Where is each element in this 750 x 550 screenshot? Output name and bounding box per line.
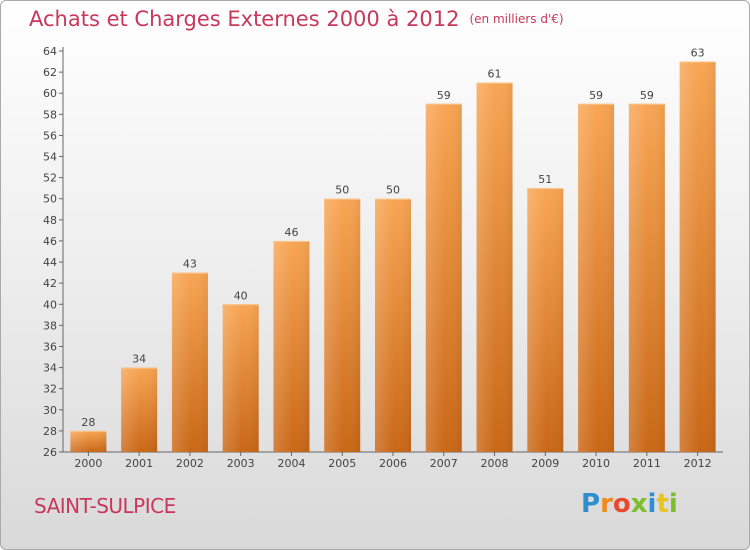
x-tick-label: 2001 xyxy=(125,457,153,470)
bar-shine xyxy=(70,430,107,452)
logo-letter: i xyxy=(668,489,678,519)
chart-title: Achats et Charges Externes 2000 à 2012 (e… xyxy=(29,7,564,31)
y-tick-label: 40 xyxy=(43,298,57,311)
bar-value-label: 63 xyxy=(691,47,705,60)
y-tick-label: 44 xyxy=(43,256,57,269)
place-name: SAINT-SULPICE xyxy=(34,494,176,518)
bar-value-label: 61 xyxy=(488,68,502,81)
bar-value-label: 50 xyxy=(335,184,349,197)
chart-subtitle: (en milliers d'€) xyxy=(469,12,564,26)
chart-title-text: Achats et Charges Externes 2000 à 2012 xyxy=(29,7,460,31)
bar-value-label: 50 xyxy=(386,184,400,197)
x-tick-label: 2007 xyxy=(430,457,458,470)
logo-letter: o xyxy=(612,489,631,519)
logo-letter: P xyxy=(581,489,601,519)
y-tick-label: 60 xyxy=(43,87,57,100)
y-tick-label: 28 xyxy=(43,425,57,438)
logo-letter: x xyxy=(630,489,648,519)
y-tick-label: 38 xyxy=(43,319,57,332)
bar-shine xyxy=(628,103,665,453)
bar-shine xyxy=(476,82,513,452)
bar-shine xyxy=(527,188,564,452)
y-tick-label: 46 xyxy=(43,235,57,248)
bar-value-label: 59 xyxy=(640,89,654,102)
y-tick-label: 42 xyxy=(43,277,57,290)
x-tick-label: 2012 xyxy=(684,457,712,470)
bar-value-label: 43 xyxy=(183,258,197,271)
bar-shine xyxy=(324,198,361,452)
bar-value-label: 28 xyxy=(81,416,95,429)
bar-shine xyxy=(679,61,716,452)
x-tick-label: 2000 xyxy=(74,457,102,470)
y-tick-label: 62 xyxy=(43,66,57,79)
bar-shine xyxy=(222,304,259,452)
bar-shine xyxy=(578,103,615,453)
y-tick-label: 34 xyxy=(43,362,57,375)
y-tick-label: 26 xyxy=(43,446,57,459)
y-tick-label: 36 xyxy=(43,340,57,353)
x-tick-label: 2004 xyxy=(277,457,305,470)
y-tick-label: 48 xyxy=(43,214,57,227)
bar-shine xyxy=(375,198,411,452)
y-tick-label: 56 xyxy=(43,129,57,142)
y-tick-label: 32 xyxy=(43,383,57,396)
bar-value-label: 59 xyxy=(437,89,451,102)
x-tick-label: 2002 xyxy=(176,457,204,470)
y-tick-label: 50 xyxy=(43,193,57,206)
y-tick-label: 64 xyxy=(43,45,57,58)
bar-value-label: 34 xyxy=(132,353,146,366)
x-tick-label: 2005 xyxy=(328,457,356,470)
proxiti-logo: Proxiti xyxy=(581,489,678,519)
y-tick-label: 30 xyxy=(43,404,57,417)
x-tick-label: 2009 xyxy=(531,457,559,470)
x-tick-label: 2006 xyxy=(379,457,407,470)
bar-value-label: 40 xyxy=(234,289,248,302)
bar-value-label: 46 xyxy=(284,226,298,239)
bar-shine xyxy=(171,272,208,452)
bar-shine xyxy=(121,367,158,452)
logo-letter: i xyxy=(647,489,657,519)
logo-letter: t xyxy=(656,489,669,519)
x-tick-label: 2003 xyxy=(227,457,255,470)
bar-shine xyxy=(273,240,310,452)
x-tick-label: 2011 xyxy=(633,457,661,470)
x-tick-label: 2010 xyxy=(582,457,610,470)
x-tick-label: 2008 xyxy=(481,457,509,470)
bar-value-label: 59 xyxy=(589,89,603,102)
y-tick-label: 54 xyxy=(43,151,57,164)
bar-shine xyxy=(425,103,462,453)
y-tick-label: 58 xyxy=(43,108,57,121)
bar-value-label: 51 xyxy=(538,173,552,186)
y-tick-label: 52 xyxy=(43,172,57,185)
logo-letter: r xyxy=(600,489,613,519)
